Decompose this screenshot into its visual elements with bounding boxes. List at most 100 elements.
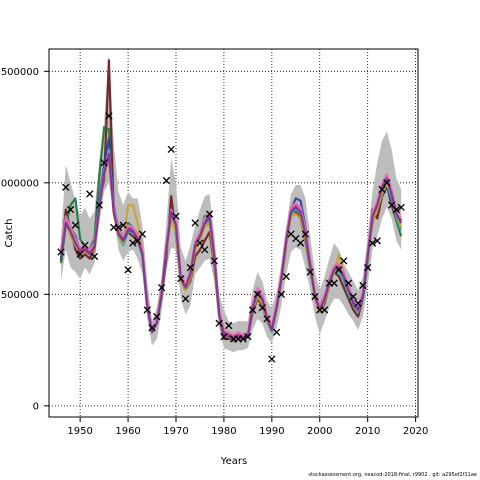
- observed-point: [378, 185, 386, 194]
- observed-mark-stroke: [392, 205, 401, 214]
- observed-mark-stroke: [181, 295, 190, 303]
- observed-mark-stroke: [354, 299, 362, 307]
- observed-point: [191, 219, 199, 227]
- observed-mark-stroke: [282, 272, 290, 281]
- observed-mark-stroke: [383, 179, 391, 187]
- observed-mark-stroke: [143, 306, 151, 314]
- observed-mark-stroke: [215, 319, 223, 327]
- observed-mark-stroke: [397, 203, 405, 212]
- observed-point: [335, 266, 343, 274]
- observed-point: [239, 335, 247, 343]
- observed-point: [81, 241, 89, 249]
- observed-point: [330, 279, 338, 287]
- observed-mark-stroke: [162, 176, 171, 185]
- observed-point: [100, 159, 108, 167]
- observed-mark-stroke: [133, 237, 142, 245]
- observed-mark-stroke: [263, 315, 271, 323]
- observed-point: [181, 295, 190, 303]
- plot-frame: [48, 48, 419, 418]
- observed-point: [354, 299, 362, 307]
- y-tick-label: 500000: [1, 290, 39, 301]
- observed-point: [162, 176, 171, 185]
- observed-point: [196, 239, 204, 247]
- observed-point: [320, 306, 329, 314]
- observed-point: [172, 212, 180, 220]
- observed-point: [282, 272, 290, 281]
- observed-point: [133, 237, 142, 245]
- plot-area: [49, 49, 418, 417]
- observed-mark-stroke: [387, 201, 396, 209]
- observed-mark-stroke: [157, 283, 166, 292]
- observed-mark-stroke: [62, 183, 70, 191]
- observed-mark-stroke: [172, 212, 180, 220]
- y-axis-title: Catch: [4, 219, 15, 248]
- observed-point: [296, 239, 305, 247]
- x-tick-label: 1950: [67, 426, 92, 437]
- observed-point: [124, 266, 132, 274]
- x-tick-label: 2000: [307, 426, 332, 437]
- observed-mark-stroke: [344, 279, 353, 287]
- observed-mark-stroke: [287, 230, 295, 238]
- observed-mark-stroke: [196, 239, 204, 247]
- observed-mark-stroke: [364, 263, 372, 272]
- observed-point: [57, 248, 65, 256]
- footer-caption: stockassessment.org, neacod-2018-final, …: [308, 472, 477, 478]
- observed-mark-stroke: [330, 279, 338, 287]
- series-line-8: [59, 152, 403, 340]
- observed-point: [368, 239, 377, 247]
- plot-border: [48, 48, 419, 418]
- observed-point: [153, 312, 161, 321]
- observed-point: [62, 183, 70, 191]
- observed-mark-stroke: [148, 324, 156, 332]
- observed-mark-stroke: [210, 257, 218, 265]
- observed-mark-stroke: [90, 252, 99, 261]
- observed-mark-stroke: [186, 263, 195, 272]
- observed-point: [301, 230, 310, 238]
- observed-mark-stroke: [100, 159, 108, 167]
- observed-mark-stroke: [244, 333, 252, 341]
- observed-point: [66, 205, 75, 214]
- observed-point: [373, 237, 381, 245]
- observed-mark-stroke: [320, 306, 329, 314]
- observed-point: [268, 355, 276, 363]
- observed-mark-stroke: [368, 239, 377, 247]
- observed-mark-stroke: [167, 145, 175, 154]
- observed-point: [76, 250, 84, 258]
- observed-point: [215, 319, 223, 327]
- observed-mark-stroke: [340, 257, 348, 265]
- observed-mark-stroke: [138, 230, 147, 238]
- observed-point: [90, 252, 99, 261]
- observed-mark-stroke: [296, 239, 305, 247]
- y-tick-label: 1000000: [0, 178, 39, 189]
- observed-point: [244, 333, 252, 341]
- observed-point: [119, 221, 127, 229]
- observed-point: [392, 205, 401, 214]
- observed-mark-stroke: [153, 312, 161, 321]
- observed-mark-stroke: [301, 230, 310, 238]
- observed-mark-stroke: [225, 321, 233, 330]
- y-tick-label: 1500000: [0, 67, 39, 78]
- observed-point: [210, 257, 218, 265]
- observed-point: [359, 281, 367, 290]
- observed-point: [138, 230, 147, 238]
- x-tick-label: 1960: [115, 426, 140, 437]
- x-axis-title: Years: [220, 456, 247, 467]
- observed-mark-stroke: [378, 185, 386, 194]
- observed-mark-stroke: [220, 333, 228, 341]
- observed-mark-stroke: [306, 268, 314, 276]
- x-tick-label: 1990: [259, 426, 284, 437]
- observed-mark-stroke: [335, 266, 343, 274]
- observed-point: [272, 328, 281, 336]
- observed-point: [143, 306, 151, 314]
- observed-mark-stroke: [349, 292, 357, 301]
- observed-point: [344, 279, 353, 287]
- observed-mark-stroke: [129, 239, 137, 247]
- observed-point: [253, 290, 262, 298]
- observed-point: [364, 263, 372, 272]
- observed-point: [306, 268, 314, 276]
- observed-point: [349, 292, 357, 301]
- observed-mark-stroke: [277, 290, 286, 298]
- observed-point: [129, 239, 137, 247]
- observed-mark-stroke: [268, 355, 276, 363]
